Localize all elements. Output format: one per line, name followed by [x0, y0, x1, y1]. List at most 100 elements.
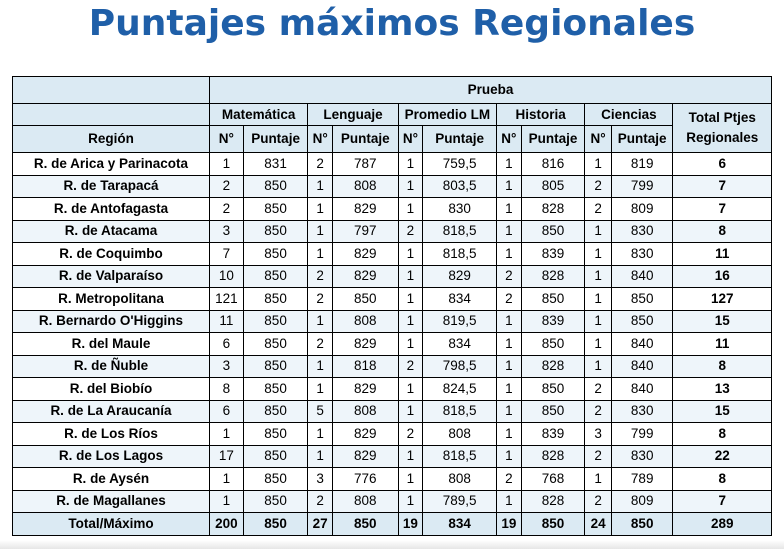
score-cell: 829 [331, 197, 399, 221]
score-cell: 818,5 [422, 399, 498, 423]
score-cell: 768 [520, 467, 586, 491]
table-row: R. de Coquimbo 7 850 1 829 1 818,5 1 839 1 830 11 [12, 242, 772, 266]
count-cell: 2 [584, 377, 612, 401]
totals-row: Total/Máximo 200 850 27 850 19 834 19 85… [12, 512, 772, 536]
score-cell: 830 [610, 242, 674, 266]
score-cell: 824,5 [422, 377, 498, 401]
count-cell: 1 [496, 242, 522, 266]
count-cell: 2 [584, 174, 612, 198]
score-cell: 839 [520, 309, 586, 333]
score-cell: 809 [610, 489, 674, 513]
score-cell: 850 [242, 309, 309, 333]
score-cell: 850 [242, 332, 309, 356]
score-cell: 809 [610, 197, 674, 221]
score-cell: 850 [520, 332, 586, 356]
page-title: Puntajes máximos Regionales [88, 3, 696, 44]
count-cell: 1 [496, 332, 522, 356]
score-cell: 818,5 [422, 242, 498, 266]
score-cell: 850 [520, 219, 586, 243]
score-cell: 819 [610, 152, 674, 176]
score-cell: 850 [610, 287, 674, 311]
score-cell: 850 [242, 197, 309, 221]
region-name-cell: R. Metropolitana [12, 287, 210, 311]
header-n: N° [307, 125, 333, 153]
score-cell: 850 [520, 287, 586, 311]
score-cell: 839 [520, 422, 586, 446]
count-cell: 1 [496, 174, 522, 198]
score-cell: 799 [610, 422, 674, 446]
count-cell: 1 [584, 354, 612, 378]
totals-grand-total: 289 [672, 512, 772, 536]
count-cell: 1 [584, 242, 612, 266]
count-cell: 1 [496, 399, 522, 423]
score-cell: 828 [520, 264, 586, 288]
count-cell: 1 [397, 399, 424, 423]
score-cell: 829 [331, 444, 399, 468]
count-cell: 2 [307, 287, 333, 311]
count-cell: 1 [397, 467, 424, 491]
count-cell: 1 [496, 489, 522, 513]
score-cell: 787 [331, 152, 399, 176]
count-cell: 1 [496, 309, 522, 333]
table-row: R. de La Araucanía 6 850 5 808 1 818,5 1 850 2 830… [12, 399, 772, 423]
count-cell: 1 [496, 197, 522, 221]
count-cell: 2 [584, 444, 612, 468]
score-cell: 829 [331, 377, 399, 401]
score-cell: 840 [610, 354, 674, 378]
count-cell: 2 [584, 197, 612, 221]
total-cell: 7 [672, 197, 772, 221]
count-cell: 1 [208, 467, 244, 491]
header-puntaje: Puntaje [422, 125, 498, 153]
score-cell: 805 [520, 174, 586, 198]
score-cell: 850 [242, 174, 309, 198]
table-header: Prueba Matemática Lenguaje Promedio LM H… [12, 76, 773, 153]
score-cell: 850 [242, 444, 309, 468]
totals-cell: 24 [584, 512, 612, 536]
score-cell: 850 [520, 399, 586, 423]
count-cell: 2 [496, 287, 522, 311]
table-row: R. Bernardo O'Higgins 11 850 1 808 1 819,5 1 839… [12, 309, 772, 333]
count-cell: 1 [584, 332, 612, 356]
table-row: R. de Antofagasta 2 850 1 829 1 830 1 828 2 809 7 [12, 197, 772, 221]
total-cell: 8 [672, 219, 772, 243]
score-cell: 789,5 [422, 489, 498, 513]
score-cell: 850 [242, 467, 309, 491]
total-cell: 11 [672, 332, 772, 356]
table-row: R. de Tarapacá 2 850 1 808 1 803,5 1 805 2 799 7 [12, 174, 772, 198]
count-cell: 1 [397, 197, 424, 221]
count-cell: 2 [307, 489, 333, 513]
count-cell: 1 [307, 444, 333, 468]
count-cell: 6 [208, 332, 244, 356]
total-cell: 127 [672, 287, 772, 311]
score-cell: 850 [242, 399, 309, 423]
score-cell: 808 [331, 399, 399, 423]
table-row: R. de Los Ríos 1 850 1 829 2 808 1 839 3 799 8 [12, 422, 772, 446]
count-cell: 1 [397, 377, 424, 401]
total-cell: 8 [672, 354, 772, 378]
score-cell: 830 [422, 197, 498, 221]
score-cell: 828 [520, 444, 586, 468]
score-cell: 850 [242, 422, 309, 446]
table-row: R. de Aysén 1 850 3 776 1 808 2 768 1 789 8 [12, 467, 772, 491]
score-cell: 850 [520, 377, 586, 401]
totals-cell: 19 [397, 512, 424, 536]
count-cell: 1 [307, 354, 333, 378]
header-puntaje: Puntaje [610, 125, 674, 153]
count-cell: 1 [397, 309, 424, 333]
regional-scores-table: Prueba Matemática Lenguaje Promedio LM H… [12, 76, 773, 536]
count-cell: 1 [397, 264, 424, 288]
score-cell: 850 [331, 287, 399, 311]
score-cell: 829 [331, 242, 399, 266]
score-cell: 850 [242, 489, 309, 513]
count-cell: 1 [397, 174, 424, 198]
total-cell: 15 [672, 399, 772, 423]
count-cell: 17 [208, 444, 244, 468]
count-cell: 7 [208, 242, 244, 266]
totals-label: Total/Máximo [12, 512, 210, 536]
region-name-cell: R. de Coquimbo [12, 242, 210, 266]
region-name-cell: R. de Aysén [12, 467, 210, 491]
score-cell: 828 [520, 354, 586, 378]
table-row: R. del Maule 6 850 2 829 1 834 1 850 1 840 11 [12, 332, 772, 356]
score-cell: 839 [520, 242, 586, 266]
count-cell: 10 [208, 264, 244, 288]
